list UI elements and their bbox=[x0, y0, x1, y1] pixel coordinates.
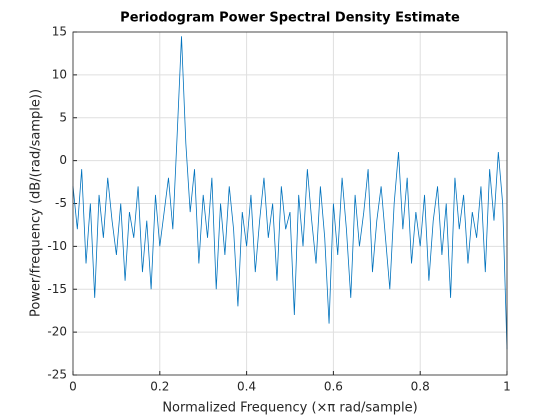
x-tick-label: 0.2 bbox=[150, 380, 169, 394]
y-tick-label: -10 bbox=[47, 239, 67, 253]
y-tick-label: -15 bbox=[47, 282, 67, 296]
y-tick-label: -25 bbox=[47, 368, 67, 382]
y-tick-label: 15 bbox=[52, 25, 67, 39]
y-tick-label: -20 bbox=[47, 325, 67, 339]
y-tick-label: 10 bbox=[52, 67, 67, 81]
x-tick-label: 1 bbox=[503, 380, 511, 394]
chart-title: Periodogram Power Spectral Density Estim… bbox=[120, 11, 460, 26]
y-tick-label: -5 bbox=[55, 196, 67, 210]
x-tick-label: 0.8 bbox=[411, 380, 430, 394]
x-tick-label: 0.4 bbox=[237, 380, 256, 394]
x-tick-label: 0.6 bbox=[324, 380, 343, 394]
y-tick-label: 0 bbox=[59, 153, 67, 167]
x-tick-label: 0 bbox=[69, 380, 77, 394]
y-axis-label: Power/frequency (dB/(rad/sample)) bbox=[29, 89, 44, 317]
axes-box bbox=[72, 31, 508, 376]
y-tick-label: 5 bbox=[59, 110, 67, 124]
line-series bbox=[72, 36, 508, 350]
x-axis-label: Normalized Frequency (×π rad/sample) bbox=[162, 401, 417, 416]
